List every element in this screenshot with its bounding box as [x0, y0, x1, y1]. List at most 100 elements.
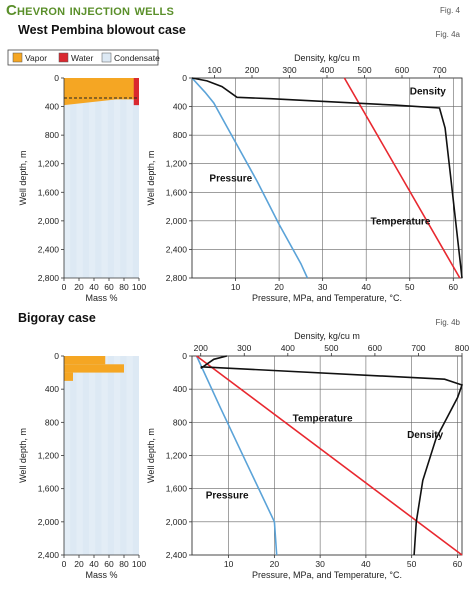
- b-mass-ytick-label: 1,600: [38, 484, 60, 494]
- figure-title: Chevron injection wells: [6, 2, 174, 19]
- b-main-ytick-label: 800: [173, 417, 187, 427]
- b-main-xtick-label: 20: [270, 559, 280, 569]
- legend-swatch-condensate: [101, 52, 112, 63]
- a-mass-vapor-band: [64, 78, 139, 100]
- b-mass-xtick-label: 0: [62, 559, 67, 569]
- b-main-temperature-line: [196, 355, 463, 556]
- legend-label-vapor: Vapor: [25, 53, 47, 63]
- a-mass-ytick-label: 0: [54, 73, 59, 83]
- a-main-xtick-label: 40: [361, 282, 371, 292]
- a-mass-xtick-label: 20: [74, 282, 84, 292]
- a-main-xtick-label: 60: [449, 282, 459, 292]
- a-mass-xtick-label: 0: [62, 282, 67, 292]
- a-main-ytick-label: 400: [173, 102, 187, 112]
- a-mass-condensate-shade: [114, 78, 121, 278]
- b-mass-xtick-label: 40: [89, 559, 99, 569]
- a-mass-condensate-shade: [101, 78, 108, 278]
- b-main-ylabel: Well depth, m: [146, 428, 156, 483]
- a-mass-ytick-label: 2,400: [38, 244, 60, 254]
- a-main-x2tick-label: 400: [320, 65, 334, 75]
- b-main-x2tick-label: 600: [368, 343, 382, 353]
- b-main-pressure-line: [195, 355, 278, 556]
- b-main-x2tick-label: 800: [455, 343, 469, 353]
- b-main-x2tick-label: 700: [411, 343, 425, 353]
- b-main-xtick-label: 40: [361, 559, 371, 569]
- a-mass-ytick-label: 400: [45, 102, 59, 112]
- b-main-x2tick-label: 400: [281, 343, 295, 353]
- b-mass-xtick-label: 60: [104, 559, 114, 569]
- a-main-x2tick-label: 500: [357, 65, 371, 75]
- b-main-xtick-label: 30: [315, 559, 325, 569]
- a-mass-ytick-label: 800: [45, 130, 59, 140]
- legend-swatch-vapor: [12, 52, 23, 63]
- b-mass-ytick-label: 1,200: [38, 451, 60, 461]
- a-mass-condensate-shade: [89, 78, 96, 278]
- a-mass-condensate-area: [64, 78, 139, 278]
- figure-number: Fig. 4: [439, 6, 460, 15]
- a-mass-condensate-shade: [126, 78, 133, 278]
- a-mass-condensate-shade: [76, 78, 83, 278]
- b-main-ytick-label: 1,600: [166, 484, 188, 494]
- b-mass-ytick-label: 800: [45, 417, 59, 427]
- b-mass-ylabel: Well depth, m: [18, 428, 28, 483]
- a-main-x2tick-label: 700: [432, 65, 446, 75]
- b-main-temperature-label: Temperature: [293, 414, 353, 425]
- legend: Vapor Water Condensate: [7, 49, 160, 66]
- b-main-ytick-label: 400: [173, 384, 187, 394]
- panel-a-title: West Pembina blowout case: [18, 23, 186, 37]
- panel-a-number: Fig. 4a: [435, 30, 460, 39]
- a-main-density-label: Density: [410, 86, 447, 97]
- b-mass-condensate-shade: [126, 356, 133, 555]
- a-main-ylabel: Well depth, m: [146, 151, 156, 206]
- a-mass-ytick-label: 1,200: [38, 159, 60, 169]
- a-main-density-line: [191, 77, 463, 279]
- b-main-xtick-label: 50: [407, 559, 417, 569]
- a-mass-xtick-label: 40: [89, 282, 99, 292]
- b-main-ytick-label: 2,000: [166, 517, 188, 527]
- a-main-ytick-label: 1,200: [166, 159, 188, 169]
- a-mass-ytick-label: 2,800: [38, 273, 60, 283]
- a-mass-xtick-label: 100: [132, 282, 146, 292]
- a-main-ytick-label: 800: [173, 130, 187, 140]
- b-main-xtick-label: 10: [224, 559, 234, 569]
- b-main-x2label: Density, kg/cu m: [294, 331, 360, 341]
- a-main-temperature-line: [343, 77, 461, 279]
- b-main-ytick-label: 1,200: [166, 451, 188, 461]
- b-mass-ytick-label: 2,400: [38, 550, 60, 560]
- a-main-pressure-label: Pressure: [209, 174, 252, 185]
- legend-box: [7, 49, 159, 66]
- b-mass-condensate-shade: [64, 356, 71, 555]
- b-main-ytick-label: 0: [182, 351, 187, 361]
- a-main-x2tick-label: 300: [282, 65, 296, 75]
- legend-label-condensate: Condensate: [114, 53, 160, 63]
- a-main-xtick-label: 10: [231, 282, 241, 292]
- a-mass-ylabel: Well depth, m: [18, 151, 28, 206]
- a-mass-xtick-label: 80: [119, 282, 129, 292]
- panel-b-title: Bigoray case: [18, 311, 96, 325]
- a-main-pressure-line: [191, 77, 309, 279]
- b-main-ytick-label: 2,400: [166, 550, 188, 560]
- b-mass-ytick-label: 400: [45, 384, 59, 394]
- a-main-plot-frame: [191, 77, 463, 279]
- b-mass-xlabel: Mass %: [85, 570, 117, 580]
- b-mass-ytick-label: 0: [54, 351, 59, 361]
- b-main-x2tick-label: 500: [324, 343, 338, 353]
- legend-label-water: Water: [71, 53, 94, 63]
- b-mass-condensate-shade: [114, 356, 121, 555]
- b-mass-xtick-label: 100: [132, 559, 146, 569]
- a-main-x2tick-label: 600: [395, 65, 409, 75]
- a-mass-xtick-label: 60: [104, 282, 114, 292]
- a-main-ytick-label: 1,600: [166, 187, 188, 197]
- b-main-density-line: [200, 366, 464, 556]
- a-main-xlabel: Pressure, MPa, and Temperature, °C.: [252, 293, 402, 303]
- b-main-x2tick-label: 200: [194, 343, 208, 353]
- a-mass-ytick-label: 1,600: [38, 187, 60, 197]
- a-mass-ytick-label: 2,000: [38, 216, 60, 226]
- a-main-ytick-label: 2,000: [166, 216, 188, 226]
- b-main-x2tick-label: 300: [237, 343, 251, 353]
- a-main-ytick-label: 2,800: [166, 273, 188, 283]
- a-mass-condensate-shade: [64, 78, 71, 278]
- b-main-pressure-label: Pressure: [206, 491, 249, 502]
- a-main-x2label: Density, kg/cu m: [294, 53, 360, 63]
- legend-swatch-water: [58, 52, 69, 63]
